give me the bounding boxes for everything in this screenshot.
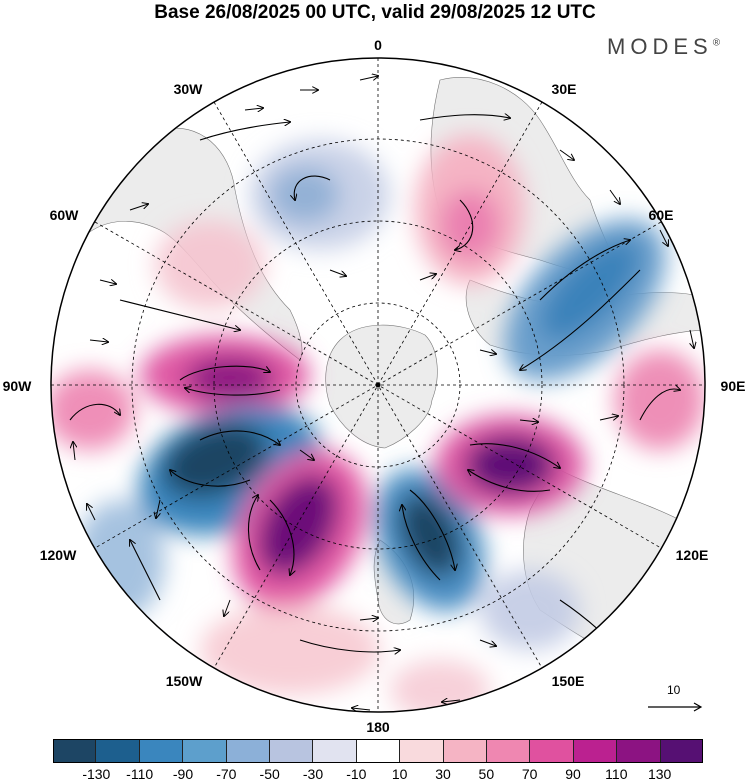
lon-label-0: 0 [374, 37, 382, 53]
colorbar-swatch [183, 739, 227, 763]
colorbar-tick-label: 110 [605, 766, 628, 782]
colorbar-tick-label: -90 [172, 766, 194, 782]
colorbar-tick-label: 30 [435, 766, 451, 782]
colorbar-swatch [270, 739, 314, 763]
colorbar-swatch [573, 739, 618, 763]
colorbar-swatch [356, 739, 401, 763]
colorbar-tick-label: -30 [302, 766, 324, 782]
lon-label-120w: 120W [39, 547, 77, 563]
colorbar-tick-label: -10 [346, 766, 367, 782]
colorbar-tick-label: -70 [216, 766, 237, 782]
colorbar-tick-label: -130 [82, 766, 111, 782]
lon-label-180: 180 [366, 719, 390, 735]
lon-label-60w: 60W [49, 207, 79, 223]
colorbar-swatch [313, 739, 357, 763]
colorbar-swatch [617, 739, 661, 763]
pole-marker [375, 382, 381, 388]
brand-name: MODES [607, 34, 713, 59]
colorbar-swatch [139, 739, 184, 763]
map-disc [51, 58, 705, 712]
colorbar-swatch [226, 739, 271, 763]
anomaly-field [51, 135, 705, 712]
colorbar-swatch [660, 739, 704, 763]
colorbar-tick-label: 50 [478, 766, 495, 782]
colorbar-swatch [530, 739, 574, 763]
colorbar-swatch [400, 739, 444, 763]
lon-label-30e: 30E [551, 81, 577, 97]
colorbar-swatch [487, 739, 531, 763]
colorbar-tick-label: 70 [521, 766, 538, 782]
vector-reference-arrow [648, 702, 703, 712]
colorbar-swatch [443, 739, 488, 763]
lon-label-90e: 90E [720, 378, 746, 394]
modes-logo: MODES® [607, 34, 720, 60]
colorbar-tick-label: 10 [391, 766, 408, 782]
registered-mark: ® [712, 37, 721, 49]
lon-label-150e: 150E [551, 673, 585, 689]
lon-label-30w: 30W [173, 81, 203, 97]
vector-reference-label: 10 [667, 683, 681, 697]
colorbar [53, 739, 704, 763]
map-title: Base 26/08/2025 00 UTC, valid 29/08/2025… [154, 2, 596, 23]
colorbar-tick-label: -50 [259, 766, 280, 782]
lon-label-150w: 150W [165, 673, 203, 689]
lon-label-60e: 60E [648, 207, 674, 223]
colorbar-swatch [53, 739, 97, 763]
colorbar-tick-label: -110 [126, 766, 154, 782]
map-border [50, 57, 706, 713]
lon-label-90w: 90W [2, 378, 32, 394]
colorbar-tick-label: 130 [647, 766, 672, 782]
colorbar-tick-label: 90 [565, 766, 581, 782]
lon-label-120e: 120E [675, 547, 709, 563]
colorbar-swatch [96, 739, 140, 763]
